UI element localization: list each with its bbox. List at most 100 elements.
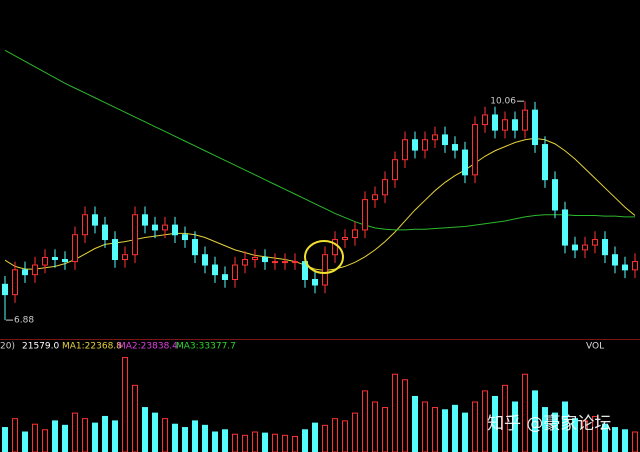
volume-bar xyxy=(492,395,498,452)
volume-bar xyxy=(132,384,138,452)
volume-bar xyxy=(282,434,288,452)
candle-body xyxy=(602,239,608,256)
volume-bar xyxy=(512,401,518,452)
candle-body xyxy=(632,261,638,271)
volume-bar xyxy=(212,431,218,452)
volume-bar xyxy=(302,429,308,452)
volume-bar xyxy=(112,420,118,452)
volume-ma2: MA2:23838.4 xyxy=(118,342,178,352)
volume-bar xyxy=(322,424,328,452)
highlight-circle xyxy=(304,240,344,274)
candle-body xyxy=(532,109,538,146)
candle-body xyxy=(62,259,68,263)
candle-body xyxy=(292,261,298,264)
volume-bar xyxy=(62,424,68,452)
candle-body xyxy=(2,283,8,296)
volume-bar xyxy=(52,420,58,452)
volume-bar xyxy=(382,407,388,452)
candle-body xyxy=(582,244,588,251)
volume-bar xyxy=(72,412,78,452)
candle-body xyxy=(322,254,328,286)
candle-body xyxy=(442,134,448,146)
candle-body xyxy=(262,256,268,263)
moving-average-line xyxy=(4,137,636,272)
volume-period: 20) xyxy=(0,342,15,352)
volume-bar xyxy=(172,423,178,452)
volume-bar xyxy=(622,429,628,452)
candle-body xyxy=(112,239,118,261)
candle-body xyxy=(412,139,418,151)
candle-body xyxy=(512,119,518,131)
candle-body xyxy=(82,214,88,236)
candle-body xyxy=(222,274,228,280)
volume-bar xyxy=(522,373,528,452)
candle-body xyxy=(362,199,368,231)
volume-bar xyxy=(82,418,88,452)
volume-bar xyxy=(422,401,428,452)
volume-bar xyxy=(182,427,188,452)
volume-bar xyxy=(152,412,158,452)
candle-body xyxy=(422,139,428,151)
candle-body xyxy=(592,239,598,246)
candle-body xyxy=(142,214,148,226)
volume-bar xyxy=(612,427,618,452)
volume-bar xyxy=(202,424,208,452)
candle-body xyxy=(52,256,58,261)
candle-body xyxy=(32,264,38,276)
volume-bar xyxy=(102,415,108,452)
candle-body xyxy=(472,124,478,176)
candle-body xyxy=(92,214,98,226)
candle-body xyxy=(272,261,278,264)
candle-body xyxy=(552,179,558,211)
volume-bar xyxy=(162,418,168,452)
candle-body xyxy=(212,264,218,276)
candle-body xyxy=(432,134,438,141)
candle-body xyxy=(152,224,158,231)
volume-ma1: MA1:22368.8 xyxy=(62,342,122,352)
volume-bar xyxy=(92,422,98,452)
volume-bar xyxy=(122,357,128,452)
candle-body xyxy=(572,244,578,251)
candle-body xyxy=(42,256,48,266)
price-panel: 10.06 6.88 xyxy=(2,49,638,326)
candle-body xyxy=(22,269,28,276)
volume-bar xyxy=(412,395,418,452)
candle-body xyxy=(612,254,618,266)
candle-body xyxy=(332,239,338,256)
candle-body xyxy=(162,224,168,231)
candle-body xyxy=(252,256,258,261)
volume-bar xyxy=(22,431,28,452)
volume-bar xyxy=(272,433,278,452)
candle-body xyxy=(622,264,628,271)
volume-value: 21579.0 xyxy=(22,342,59,352)
volume-bar xyxy=(432,407,438,452)
candle-body xyxy=(182,234,188,241)
volume-bar xyxy=(252,431,258,452)
candle-body xyxy=(402,139,408,161)
volume-bar xyxy=(312,422,318,452)
candle-body xyxy=(282,261,288,264)
volume-bar xyxy=(192,420,198,452)
volume-bar xyxy=(462,412,468,452)
volume-bar xyxy=(442,409,448,452)
candle-body xyxy=(242,259,248,266)
candle-body xyxy=(372,194,378,201)
candle-body xyxy=(562,209,568,246)
candle-body xyxy=(522,109,528,131)
volume-bar xyxy=(222,429,228,452)
candle-body xyxy=(72,234,78,263)
volume-bar xyxy=(32,423,38,452)
volume-bar xyxy=(42,429,48,452)
moving-average-line xyxy=(4,49,635,231)
candle-body xyxy=(12,269,18,296)
volume-bar xyxy=(502,384,508,452)
volume-bar xyxy=(632,431,638,452)
volume-bar xyxy=(352,412,358,452)
volume-bar xyxy=(292,435,298,452)
volume-bar xyxy=(392,373,398,452)
volume-bar xyxy=(452,404,458,452)
volume-bar xyxy=(332,418,338,452)
candle-body xyxy=(492,114,498,131)
candle-body xyxy=(232,264,238,280)
